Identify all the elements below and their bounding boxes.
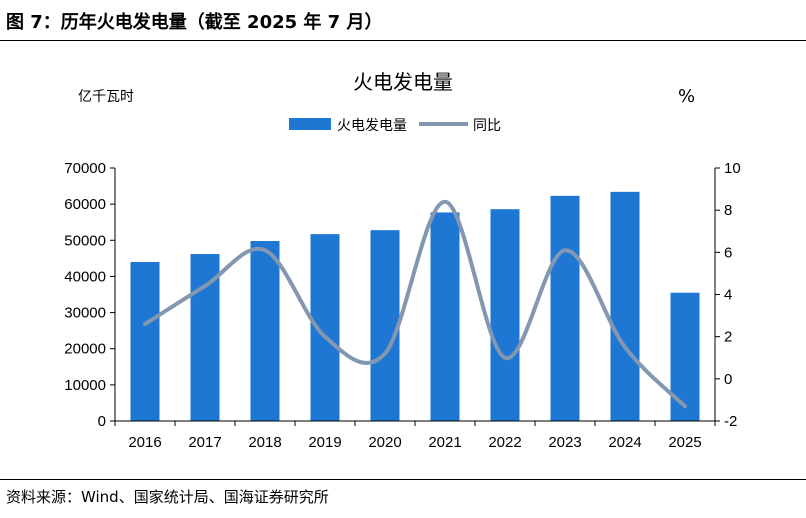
- left-axis-unit: 亿千瓦时: [78, 89, 134, 105]
- left-tick-label: 0: [98, 413, 106, 430]
- x-tick-label-2023: 2023: [548, 434, 581, 451]
- x-tick-label-2021: 2021: [428, 434, 461, 451]
- legend-bar-swatch: [289, 118, 331, 130]
- bar-2023: [550, 195, 580, 421]
- plot-area: 0 10000 20000 30000 40000 50000 60000 70000 -2 0 2…: [64, 160, 740, 451]
- bar-2020: [370, 230, 400, 421]
- left-tick-label: 30000: [64, 305, 106, 322]
- bar-2017: [190, 254, 220, 421]
- left-tick-label: 40000: [64, 268, 106, 285]
- legend-bar-label: 火电发电量: [337, 118, 407, 134]
- x-tick-label-2024: 2024: [608, 434, 641, 451]
- source-note: 资料来源：Wind、国家统计局、国海证券研究所: [6, 488, 329, 506]
- right-tick-label: 2: [724, 329, 732, 346]
- chart-title: 火电发电量: [353, 70, 453, 94]
- left-tick-label: 50000: [64, 232, 106, 249]
- right-tick-label: 10: [724, 160, 741, 177]
- bottom-rule: [0, 479, 806, 480]
- left-tick-label: 20000: [64, 341, 106, 358]
- left-tick-label: 70000: [64, 160, 106, 177]
- x-tick-label-2017: 2017: [188, 434, 221, 451]
- x-tick-label-2018: 2018: [248, 434, 281, 451]
- right-tick-label: 0: [724, 371, 732, 388]
- left-tick-label: 10000: [64, 377, 106, 394]
- right-tick-label: 6: [724, 244, 732, 261]
- x-tick-label-2020: 2020: [368, 434, 401, 451]
- bar-2018: [250, 241, 280, 421]
- bar-2016: [130, 261, 160, 421]
- left-tick-label: 60000: [64, 196, 106, 213]
- top-rule: [0, 40, 806, 41]
- legend: 火电发电量 同比: [289, 118, 501, 134]
- yoy-line: [143, 199, 687, 409]
- figure-title: 图 7：历年火电发电量（截至 2025 年 7 月）: [6, 12, 383, 33]
- legend-line-label: 同比: [473, 118, 501, 134]
- x-tick-label-2019: 2019: [308, 434, 341, 451]
- bar-2021: [430, 212, 460, 421]
- bar-2022: [490, 209, 520, 421]
- right-tick-label: 8: [724, 202, 732, 219]
- bar-2024: [610, 191, 640, 421]
- x-tick-label-2016: 2016: [128, 434, 161, 451]
- bar-2025: [670, 292, 700, 421]
- right-axis-unit: %: [678, 86, 695, 107]
- x-tick-label-2022: 2022: [488, 434, 521, 451]
- right-tick-label: -2: [724, 413, 737, 430]
- right-tick-label: 4: [724, 287, 732, 304]
- x-tick-label-2025: 2025: [668, 434, 701, 451]
